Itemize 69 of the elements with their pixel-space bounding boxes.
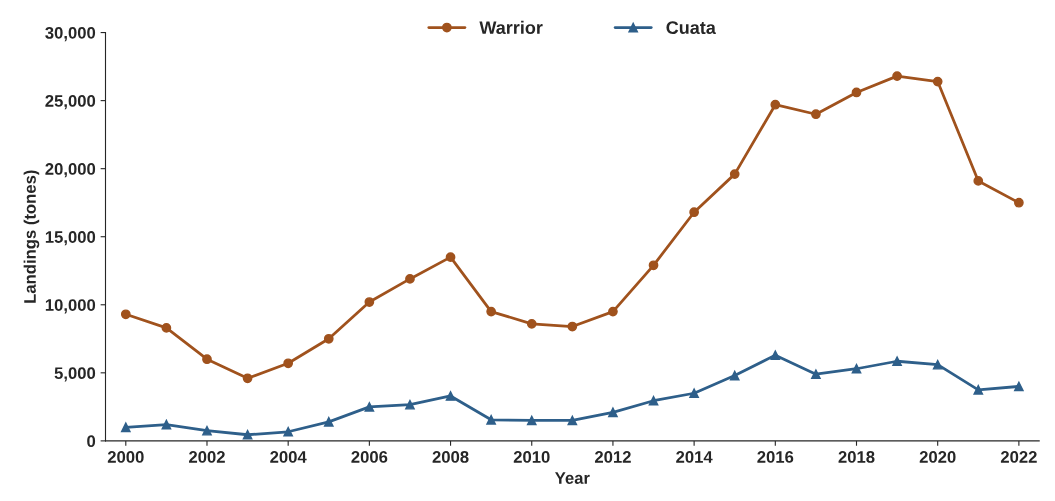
point xyxy=(973,384,984,395)
x-tick-label: 2004 xyxy=(270,451,307,463)
point xyxy=(567,415,578,426)
x-tick-label: 2022 xyxy=(1000,451,1037,463)
x-tick-label: 2020 xyxy=(919,451,956,463)
point xyxy=(202,425,212,436)
y-tick-label: 10,000 xyxy=(45,299,96,314)
point xyxy=(526,415,537,426)
x-tick-label: 2008 xyxy=(432,451,469,463)
y-tick-label: 0 xyxy=(87,435,96,448)
y-axis-title: Landings (tones) xyxy=(23,170,40,303)
point xyxy=(892,356,902,367)
point xyxy=(405,399,415,410)
x-tick-label: 2010 xyxy=(513,451,550,463)
point xyxy=(892,71,902,81)
point xyxy=(1014,381,1024,392)
point xyxy=(729,169,740,179)
point xyxy=(242,429,253,440)
point xyxy=(567,321,578,332)
point xyxy=(851,363,862,374)
point xyxy=(770,350,781,360)
point xyxy=(729,370,740,381)
x-tick-label: 2014 xyxy=(676,451,713,463)
x-tick-label: 2006 xyxy=(351,451,388,463)
point xyxy=(445,252,456,263)
x-axis-title: Year xyxy=(555,472,590,484)
point xyxy=(283,426,294,437)
point xyxy=(648,260,659,271)
y-tick-label: 25,000 xyxy=(45,95,96,110)
y-tick-label: 5,000 xyxy=(54,367,96,382)
point xyxy=(608,407,618,418)
point xyxy=(770,99,781,110)
point xyxy=(323,333,334,344)
point xyxy=(323,416,334,427)
point xyxy=(811,109,821,120)
x-tick-label: 2002 xyxy=(189,451,225,463)
point xyxy=(486,306,497,317)
point xyxy=(405,274,415,284)
point xyxy=(689,207,699,218)
y-tick-label: 20,000 xyxy=(45,163,96,178)
point xyxy=(364,401,375,412)
point xyxy=(120,309,131,320)
point xyxy=(486,414,497,425)
point xyxy=(364,297,375,307)
point xyxy=(526,318,537,329)
point xyxy=(1014,197,1024,208)
point xyxy=(202,354,212,365)
point xyxy=(161,419,172,430)
point xyxy=(932,359,943,370)
point xyxy=(851,87,862,98)
point xyxy=(932,76,943,87)
y-tick-label: 15,000 xyxy=(45,231,96,246)
point xyxy=(648,395,659,406)
x-tick-label: 2012 xyxy=(594,451,631,463)
point xyxy=(689,388,699,399)
legend-label: Cuata xyxy=(666,21,716,35)
x-tick-label: 2016 xyxy=(757,451,794,463)
x-tick-label: 2018 xyxy=(838,451,875,463)
point xyxy=(445,391,456,401)
point xyxy=(811,369,821,380)
x-tick-label: 2000 xyxy=(107,451,144,463)
point xyxy=(120,422,131,433)
point xyxy=(161,323,172,333)
y-tick-label: 30,000 xyxy=(45,26,96,42)
point xyxy=(283,358,294,369)
point xyxy=(973,176,984,186)
point xyxy=(242,373,253,384)
point xyxy=(608,306,618,317)
legend-label: Warrior xyxy=(479,20,543,35)
